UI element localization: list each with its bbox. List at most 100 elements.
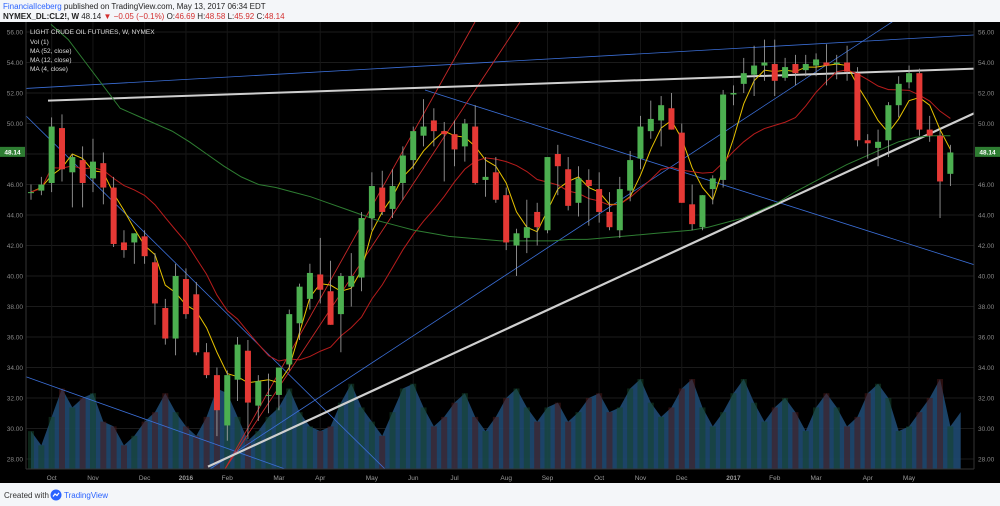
volume-bar bbox=[379, 435, 386, 469]
volume-bar bbox=[585, 397, 592, 469]
candle-body bbox=[503, 195, 510, 243]
candle-body bbox=[131, 233, 138, 243]
candle-body bbox=[441, 131, 448, 135]
candle-body bbox=[224, 375, 231, 426]
candle-body bbox=[358, 218, 365, 278]
volume-bar bbox=[255, 431, 262, 469]
axes bbox=[0, 22, 1000, 470]
volume-bar bbox=[368, 421, 375, 469]
y-tick-label-left: 40.00 bbox=[7, 274, 24, 281]
y-tick-label-left: 32.00 bbox=[7, 396, 24, 403]
candle-body bbox=[451, 134, 458, 150]
candle-body bbox=[916, 73, 923, 130]
candle-body bbox=[255, 381, 262, 406]
candlestick-chart[interactable]: 56.00 56.00 54.00 54.00 52.00 52.00 50.00 50.00… bbox=[0, 16, 1000, 483]
candle-body bbox=[203, 352, 210, 376]
candle-body bbox=[678, 132, 685, 203]
y-tick-label-left: 52.00 bbox=[7, 91, 24, 98]
candle-body bbox=[348, 276, 355, 287]
tradingview-link[interactable]: TradingView bbox=[64, 491, 109, 500]
last-price-tag-left bbox=[0, 146, 25, 157]
volume-bar bbox=[926, 397, 933, 469]
low-label: L: bbox=[227, 12, 235, 21]
volume-bar bbox=[120, 445, 127, 469]
candle-body bbox=[689, 204, 696, 225]
y-tick-label-left: 36.00 bbox=[7, 335, 24, 342]
blue-line-top-left bbox=[25, 33, 1000, 89]
chart-area[interactable]: 56.00 56.00 54.00 54.00 52.00 52.00 50.00 50.00… bbox=[0, 16, 1000, 483]
volume-bar bbox=[410, 383, 417, 469]
candle-body bbox=[120, 242, 127, 251]
volume-bar bbox=[709, 426, 716, 469]
volume-bar bbox=[131, 435, 138, 469]
candle-body bbox=[327, 291, 334, 325]
volume-bar bbox=[203, 416, 210, 469]
volume-bar bbox=[451, 402, 458, 469]
volume-bar bbox=[875, 383, 882, 469]
volume-bar bbox=[606, 412, 613, 469]
volume-bar bbox=[523, 407, 530, 469]
x-tick-label: Aug bbox=[500, 475, 512, 482]
candle-body bbox=[368, 186, 375, 219]
candle-body bbox=[296, 286, 303, 324]
candle-body bbox=[430, 120, 437, 132]
x-tick-label: Mar bbox=[273, 475, 285, 482]
y-tick-label-right: 32.00 bbox=[978, 396, 995, 403]
x-tick-label: Nov bbox=[635, 475, 647, 482]
candle-body bbox=[379, 187, 386, 212]
high-label: H: bbox=[197, 12, 206, 21]
volume-bar bbox=[399, 388, 406, 469]
x-tick-label: Sep bbox=[542, 475, 554, 482]
volume-bar bbox=[48, 416, 55, 469]
volume-bar bbox=[782, 397, 789, 469]
candle-body bbox=[637, 126, 644, 159]
candle-body bbox=[565, 169, 572, 206]
left-axis-bg bbox=[0, 22, 26, 469]
candle-body bbox=[740, 73, 747, 84]
volume-bar bbox=[596, 393, 603, 469]
candle-body bbox=[864, 140, 871, 144]
candle-body bbox=[730, 93, 737, 95]
x-tick-label: Dec bbox=[139, 475, 151, 482]
resistance-trendline bbox=[47, 67, 976, 102]
candle-series bbox=[28, 39, 954, 441]
x-tick-label: Apr bbox=[315, 475, 326, 482]
volume-bar bbox=[616, 407, 623, 469]
y-tick-label-right: 46.00 bbox=[978, 182, 995, 189]
candle-body bbox=[162, 308, 169, 339]
volume-bar bbox=[554, 402, 561, 469]
x-tick-label: Oct bbox=[594, 475, 604, 482]
candle-body bbox=[792, 64, 799, 74]
drawing-lines bbox=[0, 16, 1000, 470]
volume-bar bbox=[534, 421, 541, 469]
candle-body bbox=[699, 195, 706, 228]
volume-bar bbox=[100, 421, 107, 469]
volume-bar bbox=[296, 412, 303, 469]
candle-body bbox=[306, 272, 313, 299]
candle-body bbox=[658, 105, 665, 121]
volume-bar bbox=[275, 407, 282, 469]
y-tick-label-right: 38.00 bbox=[978, 304, 995, 311]
symbol-name: NYMEX_DL:CL2!, W bbox=[3, 12, 79, 21]
author-link[interactable]: FinancialIceberg bbox=[3, 2, 62, 11]
volume-bar bbox=[575, 412, 582, 469]
candle-body bbox=[575, 178, 582, 203]
candle-body bbox=[844, 62, 851, 72]
volume-bar bbox=[234, 416, 241, 469]
x-tick-label: 2017 bbox=[726, 475, 741, 482]
volume-bar bbox=[182, 426, 189, 469]
x-tick-label: Feb bbox=[769, 475, 781, 482]
candle-body bbox=[833, 62, 840, 65]
volume-bar bbox=[678, 388, 685, 469]
volume-bar bbox=[833, 407, 840, 469]
volume-bar bbox=[348, 383, 355, 469]
last-price-tag-right bbox=[975, 146, 1000, 157]
volume-bar bbox=[172, 412, 179, 469]
last-price-label-left: 48.14 bbox=[4, 149, 21, 156]
volume-bar bbox=[441, 416, 448, 469]
candle-body bbox=[885, 105, 892, 141]
volume-bar bbox=[844, 426, 851, 469]
candle-body bbox=[875, 141, 882, 148]
x-tick-label: Oct bbox=[47, 475, 57, 482]
candle-body bbox=[782, 67, 789, 78]
